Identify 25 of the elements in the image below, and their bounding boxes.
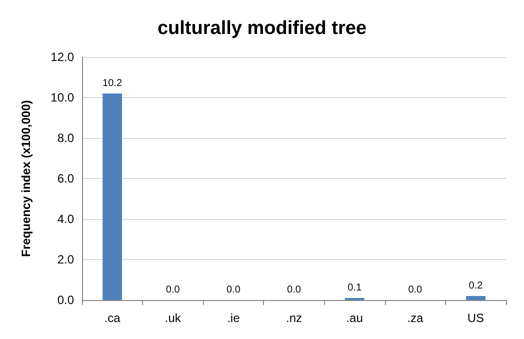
x-tick-label: .uk — [164, 311, 182, 325]
data-label: 0.0 — [408, 284, 423, 296]
x-tick-label: .au — [346, 311, 363, 325]
y-tick-label: 4.0 — [57, 212, 74, 226]
y-tick-label: 10.0 — [50, 90, 74, 104]
data-label: 10.2 — [102, 78, 122, 89]
data-label: 0.0 — [287, 284, 302, 296]
y-tick-label: 8.0 — [57, 131, 74, 145]
y-axis-title: Frequency index (x100,000) — [19, 100, 33, 257]
data-label: 0.0 — [226, 284, 241, 296]
y-tick-label: 6.0 — [57, 172, 74, 186]
x-tick-label: US — [467, 311, 484, 325]
x-tick-label: .ca — [104, 311, 121, 325]
data-label: 0.0 — [166, 284, 180, 296]
data-label: 0.1 — [348, 282, 362, 294]
data-label: 0.2 — [468, 280, 484, 292]
x-tick-label: .nz — [286, 311, 302, 325]
x-tick-label: .za — [407, 311, 424, 325]
x-tick-label: .ie — [227, 311, 240, 325]
y-tick-label: 0.0 — [57, 293, 74, 307]
y-tick-label: 12.0 — [50, 50, 74, 64]
bar — [466, 296, 486, 300]
chart-title: culturally modified tree — [157, 18, 367, 39]
bar — [102, 93, 122, 300]
y-tick-label: 2.0 — [57, 252, 74, 266]
